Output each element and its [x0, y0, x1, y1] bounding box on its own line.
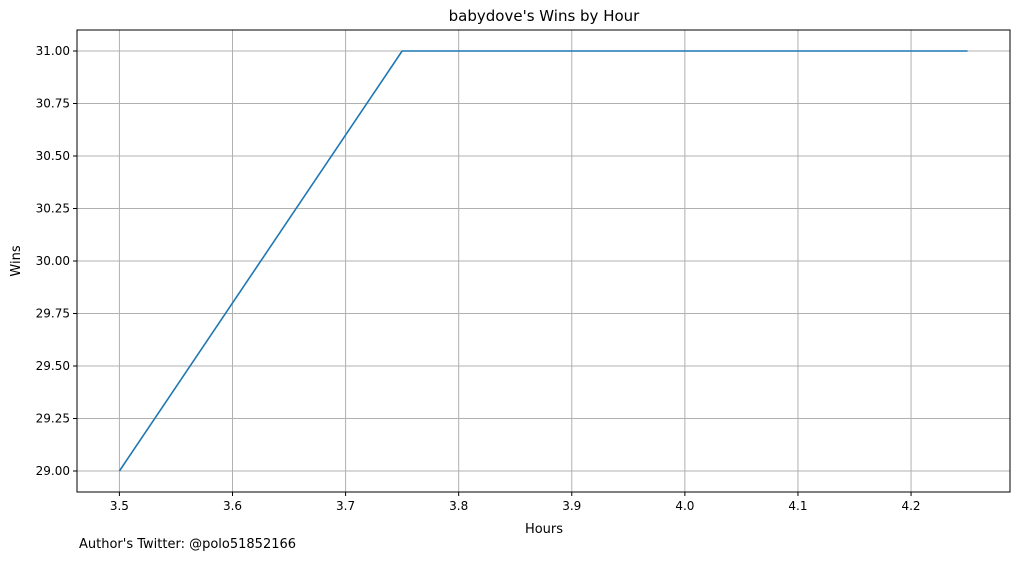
grid	[77, 30, 1010, 492]
y-tick-label: 29.50	[36, 359, 70, 373]
y-axis-label: Wins	[9, 245, 24, 276]
y-tick-label: 29.75	[36, 307, 70, 321]
author-credit: Author's Twitter: @polo51852166	[79, 537, 297, 552]
y-axis: 29.00 29.25 29.50 29.75 30.00 30.25 30.50 30.75…	[36, 44, 77, 478]
x-axis: 3.5 3.6 3.7 3.8 3.9 4.0 4.1 4.2	[110, 492, 921, 513]
y-tick-label: 31.00	[36, 44, 70, 58]
y-tick-label: 30.50	[36, 149, 70, 163]
y-tick-label: 30.25	[36, 202, 70, 216]
x-tick-label: 3.7	[336, 499, 355, 513]
x-tick-label: 4.2	[901, 499, 920, 513]
chart-title: babydove's Wins by Hour	[449, 7, 641, 25]
x-tick-label: 3.9	[562, 499, 581, 513]
x-tick-label: 4.0	[675, 499, 694, 513]
series-line-0	[118, 50, 968, 472]
x-axis-label: Hours	[525, 522, 563, 537]
y-tick-label: 29.25	[36, 412, 70, 426]
y-tick-label: 29.00	[36, 464, 70, 478]
series-layer	[118, 50, 968, 472]
y-tick-label: 30.75	[36, 97, 70, 111]
x-tick-label: 3.8	[449, 499, 468, 513]
x-tick-label: 3.5	[110, 499, 129, 513]
y-tick-label: 30.00	[36, 254, 70, 268]
x-tick-label: 4.1	[788, 499, 807, 513]
x-tick-label: 3.6	[223, 499, 242, 513]
